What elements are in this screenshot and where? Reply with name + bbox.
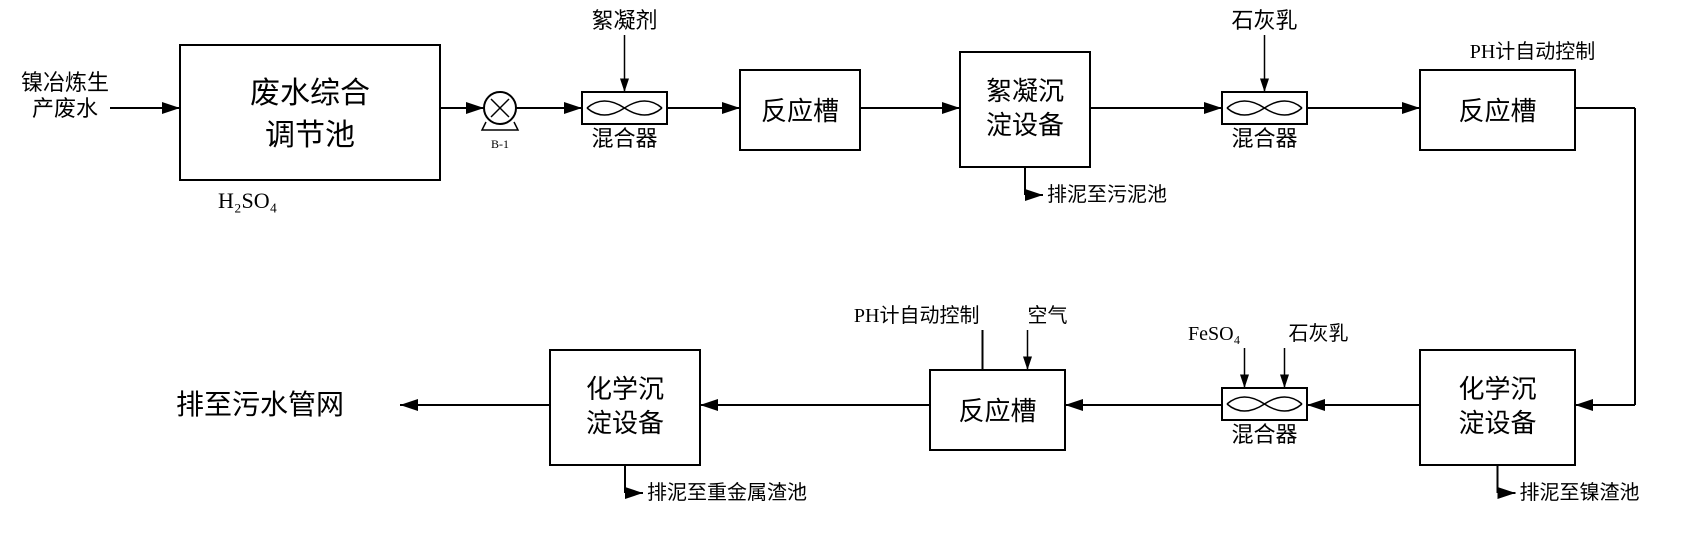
- svg-text:反应槽: 反应槽: [761, 97, 839, 126]
- svg-text:排泥至污泥池: 排泥至污泥池: [1047, 183, 1167, 206]
- svg-text:空气: 空气: [1028, 304, 1068, 327]
- svg-text:反应槽: 反应槽: [1458, 97, 1536, 126]
- svg-text:化学沉: 化学沉: [586, 375, 664, 404]
- svg-text:调节池: 调节池: [265, 119, 355, 152]
- svg-text:化学沉: 化学沉: [1458, 375, 1536, 404]
- svg-text:PH计自动控制: PH计自动控制: [1470, 40, 1596, 63]
- svg-text:产废水: 产废水: [32, 96, 98, 121]
- svg-text:废水综合: 废水综合: [250, 77, 370, 110]
- svg-text:FeSO₄: FeSO₄: [1188, 323, 1241, 345]
- svg-text:排泥至重金属渣池: 排泥至重金属渣池: [647, 481, 807, 504]
- svg-text:反应槽: 反应槽: [958, 397, 1036, 426]
- svg-text:淀设备: 淀设备: [1458, 409, 1536, 438]
- svg-text:石灰乳: 石灰乳: [1289, 322, 1349, 345]
- svg-text:PH计自动控制: PH计自动控制: [854, 304, 980, 327]
- svg-text:絮凝剂: 絮凝剂: [591, 8, 657, 33]
- svg-text:絮凝沉: 絮凝沉: [986, 77, 1064, 106]
- svg-text:排至污水管网: 排至污水管网: [176, 389, 344, 421]
- svg-text:混合器: 混合器: [1231, 422, 1297, 447]
- svg-text:排泥至镍渣池: 排泥至镍渣池: [1520, 481, 1640, 504]
- svg-text:淀设备: 淀设备: [986, 111, 1064, 140]
- svg-text:H₂SO₄: H₂SO₄: [218, 188, 277, 213]
- svg-text:B-1: B-1: [491, 137, 509, 151]
- svg-text:淀设备: 淀设备: [586, 409, 664, 438]
- svg-text:混合器: 混合器: [591, 126, 657, 151]
- svg-text:石灰乳: 石灰乳: [1231, 8, 1297, 33]
- svg-text:镍冶炼生: 镍冶炼生: [21, 70, 109, 95]
- svg-text:混合器: 混合器: [1231, 126, 1297, 151]
